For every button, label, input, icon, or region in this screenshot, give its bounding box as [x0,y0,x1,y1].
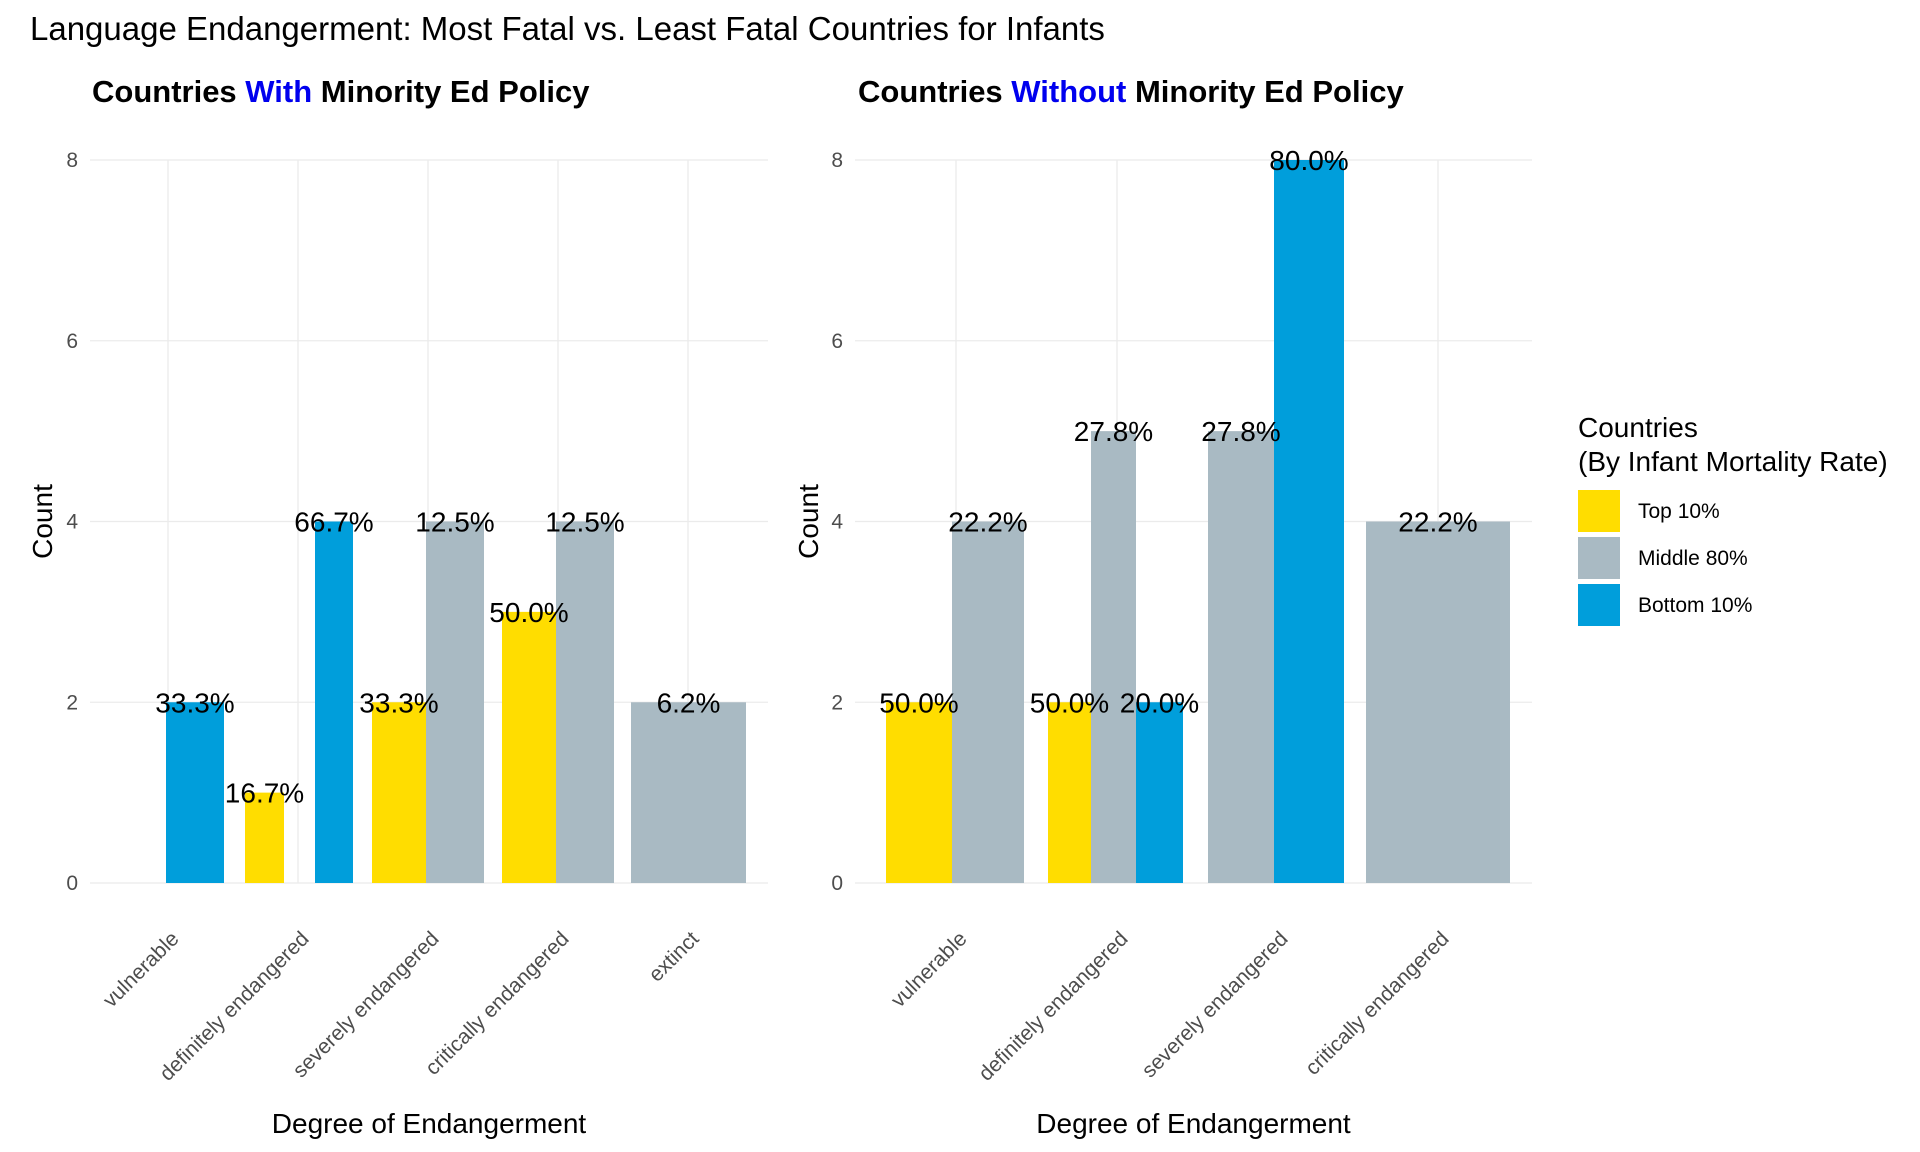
legend: Countries(By Infant Mortality Rate) Top 1… [1578,412,1888,626]
y-tick-label: 0 [831,872,843,895]
panel-title-part: Minority Ed Policy [1126,74,1404,109]
bar-label: 27.8% [1074,416,1153,447]
bar-severely-endangered-top-10 [372,702,426,883]
panel-without-policy: Countries Without Minority Ed Policy 0 2 4 6… [793,74,1532,1139]
bar-definitely-endangered-top-10 [1048,702,1091,883]
x-tick-label: vulnerable [99,927,184,1012]
bar-label: 16.7% [225,778,304,809]
y-tick-label: 8 [66,149,78,172]
bar-label: 50.0% [1030,687,1109,718]
bar-label: 66.7% [294,507,373,538]
bar-vulnerable-top-10 [886,702,952,883]
x-tick-label: vulnerable [887,927,972,1012]
legend-label: Middle 80% [1638,547,1748,570]
y-tick-label: 6 [66,330,78,353]
panel-title-part: Countries [92,74,245,109]
bar-label: 22.2% [948,507,1027,538]
legend-swatch-top-10 [1578,490,1620,532]
legend-label: Bottom 10% [1638,594,1752,617]
bar-label: 6.2% [657,687,721,718]
bar-critically-endangered-middle-80 [1366,521,1510,883]
x-tick-label: extinct [644,927,703,986]
bar-label: 33.3% [359,687,438,718]
bar-extinct-middle-80 [631,702,746,883]
y-axis-title: Count [793,484,824,559]
y-tick-label: 0 [66,872,78,895]
bar-severely-endangered-middle-80 [426,521,484,883]
bar-severely-endangered-bottom-10 [1274,160,1344,883]
bar-definitely-endangered-middle-80 [1091,431,1136,883]
x-tick-label: severely endangered [1138,927,1293,1082]
panel-with-policy: Countries With Minority Ed Policy 0 2 4 6 8 33… [27,74,768,1139]
y-tick-label: 4 [831,511,843,534]
main-title: Language Endangerment: Most Fatal vs. Le… [30,10,1105,47]
bar-definitely-endangered-bottom-10 [1136,702,1183,883]
x-tick-label: critically endangered [1301,927,1453,1079]
bar-labels: 33.3% 16.7% 66.7% 33.3% 12.5% 50.0% 12.5% 6.2% [155,507,720,809]
y-tick-label: 4 [66,511,78,534]
panel-title: Countries Without Minority Ed Policy [858,74,1404,109]
bars [886,160,1510,883]
bar-label: 80.0% [1269,145,1348,176]
x-tick-label: definitely endangered [155,927,313,1085]
x-tick-label: severely endangered [289,927,444,1082]
y-tick-label: 2 [66,691,78,714]
x-axis-title: Degree of Endangerment [272,1108,587,1139]
y-tick-label: 8 [831,149,843,172]
y-tick-label: 2 [831,691,843,714]
legend-swatch-middle-80 [1578,537,1620,579]
legend-title: Countries [1578,412,1698,443]
bars [166,521,746,883]
bar-severely-endangered-middle-80 [1208,431,1274,883]
bar-vulnerable-middle-80 [952,521,1024,883]
bar-label: 22.2% [1398,507,1477,538]
panel-title-part: Minority Ed Policy [312,74,590,109]
y-axis-title: Count [27,484,58,559]
x-axis-title: Degree of Endangerment [1036,1108,1351,1139]
bar-vulnerable-bottom-10 [166,702,224,883]
x-tick-label: definitely endangered [974,927,1132,1085]
panel-title-highlight: Without [1011,74,1126,109]
panel-title-highlight: With [245,74,312,109]
bar-label: 20.0% [1120,687,1199,718]
legend-title: (By Infant Mortality Rate) [1578,446,1888,477]
panel-title: Countries With Minority Ed Policy [92,74,590,109]
bar-labels: 50.0% 22.2% 50.0% 27.8% 20.0% 27.8% 80.0% 22.2% [879,145,1477,718]
x-tick-label: critically endangered [421,927,573,1079]
legend-label: Top 10% [1638,500,1720,523]
bar-label: 12.5% [415,507,494,538]
bar-definitely-endangered-top-10 [245,792,284,883]
legend-swatch-bottom-10 [1578,584,1620,626]
bar-label: 50.0% [489,597,568,628]
bar-critically-endangered-top-10 [502,611,556,883]
bar-label: 33.3% [155,687,234,718]
y-tick-label: 6 [831,330,843,353]
bar-label: 50.0% [879,687,958,718]
bar-label: 27.8% [1201,416,1280,447]
bar-label: 12.5% [545,507,624,538]
bar-critically-endangered-middle-80 [556,521,614,883]
bar-definitely-endangered-bottom-10 [315,521,353,883]
panel-title-part: Countries [858,74,1011,109]
